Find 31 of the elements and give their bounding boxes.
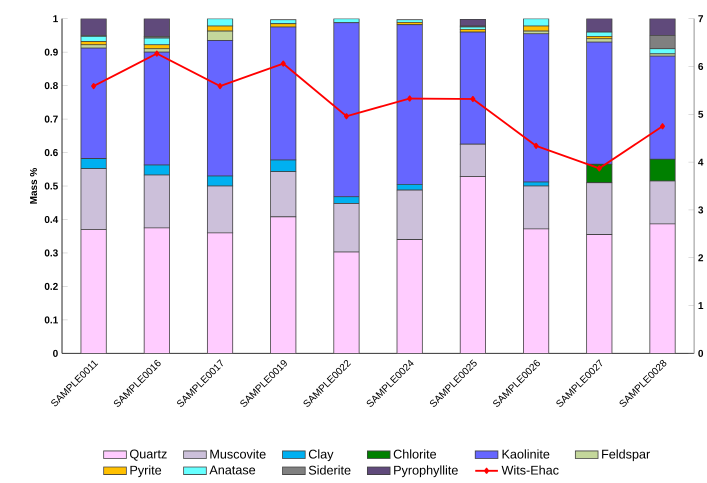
- legend-label: Anatase: [209, 466, 256, 475]
- y2-tick-label: 5: [698, 110, 704, 118]
- y2-tick-label: 4: [698, 158, 704, 166]
- y-tick-label: 0.7: [44, 116, 58, 123]
- y-tick-label: 0.8: [44, 82, 58, 90]
- legend-label: Chlorite: [394, 449, 436, 459]
- y2-tick-label: 3: [698, 206, 704, 214]
- legend-label: Quartz: [130, 450, 167, 461]
- y-tick-label: 0.2: [44, 283, 58, 290]
- y2-tick-label: 2: [698, 254, 704, 262]
- y-tick-label: 0.4: [44, 216, 58, 224]
- y2-tick-label: 0: [698, 350, 704, 358]
- legend-label: Pyrophyllite: [394, 466, 458, 478]
- legend-label: Siderite: [308, 466, 350, 475]
- y-tick-label: 0.6: [44, 149, 58, 156]
- legend-label: Feldspar: [602, 449, 650, 462]
- y-tick-label: 0.9: [44, 48, 58, 56]
- y-tick-label: 0.5: [44, 182, 58, 190]
- y-tick-label: 0: [53, 350, 58, 358]
- y-tick-label: 0.3: [44, 250, 58, 257]
- legend-label: Kaolinite: [502, 449, 550, 459]
- y-tick-label: 1: [53, 15, 58, 22]
- legend-label: Clay: [308, 449, 334, 462]
- y-tick-label: 0.1: [44, 316, 58, 324]
- legend-label: Muscovite: [210, 449, 266, 459]
- y2-tick-label: 7: [698, 15, 704, 22]
- legend-label: Wits-Ehac: [502, 466, 559, 475]
- y2-tick-label: 6: [698, 63, 704, 70]
- legend-label: Pyrite: [130, 466, 162, 478]
- y2-tick-label: 1: [698, 302, 704, 310]
- y-axis-title: Mass %: [30, 168, 38, 204]
